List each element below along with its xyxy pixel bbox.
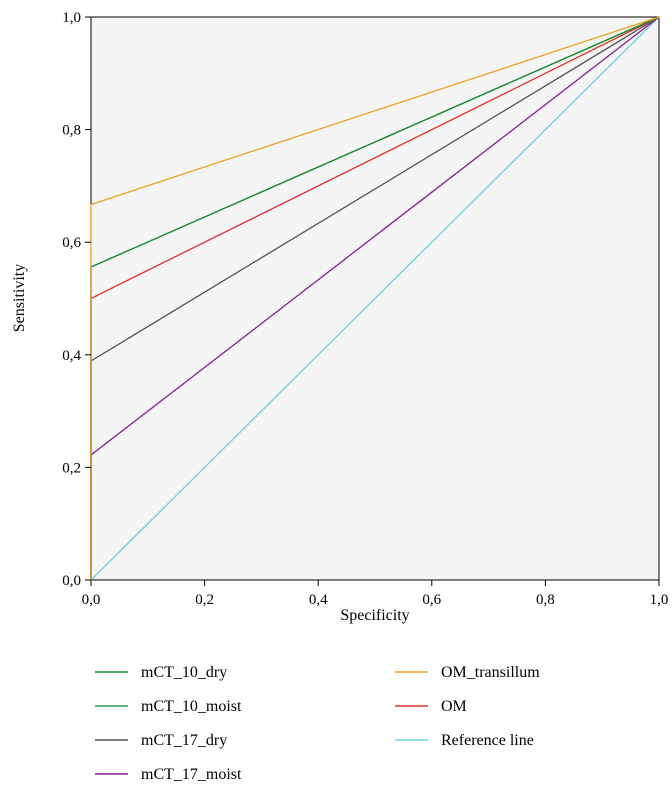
y-tick-label: 0,0: [62, 573, 81, 589]
series-line-reference-line: [90, 16, 660, 581]
legend-label-mct-10-dry: mCT_10_dry: [141, 664, 227, 681]
legend-label-mct-17-moist: mCT_17_moist: [141, 766, 242, 783]
series-layer: [90, 16, 660, 581]
legend-label-mct-10-moist: mCT_10_moist: [141, 698, 242, 715]
x-tick-label: 0,8: [536, 592, 555, 608]
series-line-om-transillum: [90, 16, 660, 580]
legend: mCT_10_dry mCT_10_moist mCT_17_dry mCT_17_m…: [95, 664, 540, 783]
x-tick-label: 0,2: [195, 592, 214, 608]
y-tick-label: 1,0: [62, 10, 81, 26]
axes-layer: 0,00,0 0,2 0,2 0,4 0,4 0,6 0,6 0,8 0,8 1,0 1,0: [62, 10, 668, 608]
x-tick-label: 0,4: [309, 592, 328, 608]
y-tick-label: 0,8: [62, 123, 81, 139]
x-axis-title: Specificity: [340, 607, 409, 624]
y-axis-title: Sensitivity: [11, 264, 28, 332]
legend-label-reference-line: Reference line: [441, 732, 534, 749]
y-tick-label: 0,2: [62, 460, 81, 476]
y-tick-label: 0,4: [62, 348, 81, 364]
x-tick-label: 0,0: [82, 592, 101, 608]
x-tick-label: 0,6: [422, 592, 441, 608]
legend-label-om-transillum: OM_transillum: [441, 664, 540, 681]
y-tick-label: 0,6: [62, 235, 81, 251]
legend-label-mct-17-dry: mCT_17_dry: [141, 732, 227, 749]
legend-label-om: OM: [441, 698, 467, 715]
x-tick-label: 1,0: [650, 592, 669, 608]
